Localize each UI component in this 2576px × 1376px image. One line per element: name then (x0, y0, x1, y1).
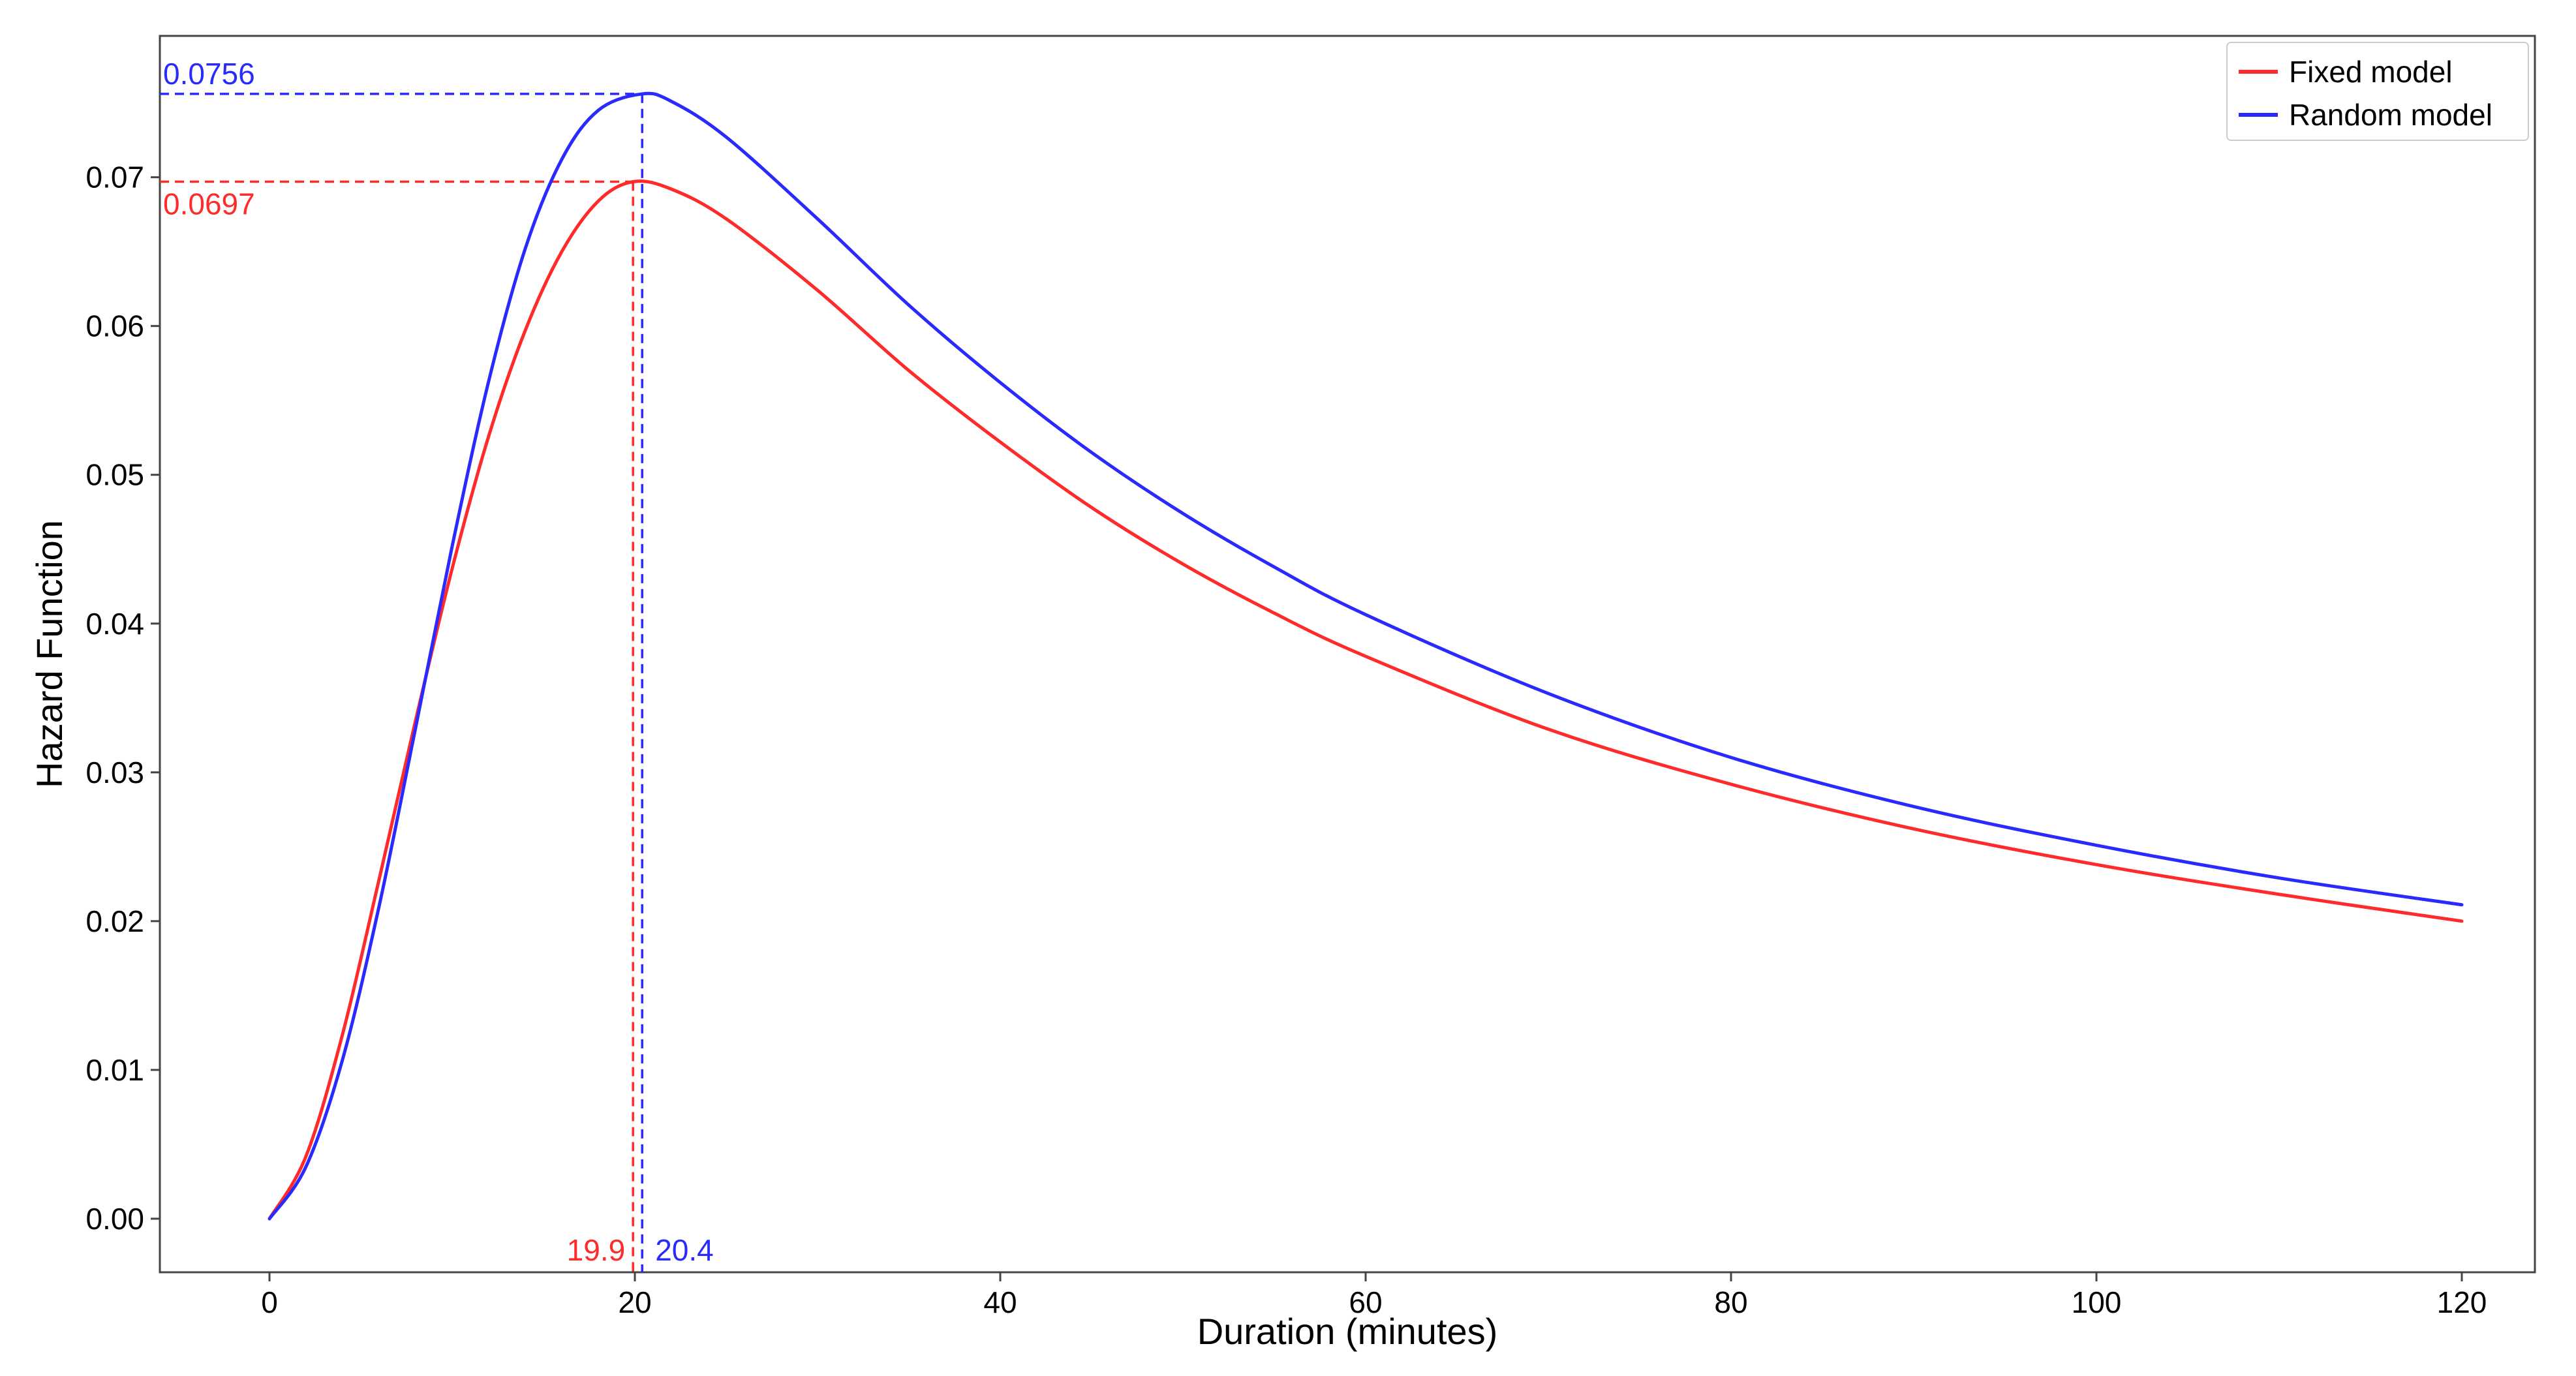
legend: Fixed model Random model (2226, 42, 2529, 141)
series-line-random-model (268, 91, 2464, 1221)
x-tick-label: 120 (2437, 1285, 2487, 1319)
y-tick-label: 0.04 (85, 607, 144, 641)
y-tick-label: 0.05 (85, 458, 144, 492)
peak-x-label: 20.4 (655, 1233, 714, 1267)
legend-label: Random model (2289, 98, 2492, 132)
peak-y-label: 0.0756 (163, 57, 255, 91)
y-tick-label: 0.03 (85, 756, 144, 789)
x-tick-label: 20 (618, 1285, 651, 1319)
legend-box (2226, 42, 2529, 141)
y-tick-label: 0.02 (85, 904, 144, 938)
x-tick-label: 100 (2072, 1285, 2122, 1319)
peak-x-label: 19.9 (567, 1233, 626, 1267)
legend-label: Fixed model (2289, 55, 2453, 89)
x-tick-label: 60 (1349, 1285, 1382, 1319)
y-tick-label: 0.00 (85, 1202, 144, 1236)
y-tick-label: 0.01 (85, 1053, 144, 1087)
x-tick-label: 80 (1714, 1285, 1747, 1319)
x-tick-label: 0 (261, 1285, 278, 1319)
x-tick-label: 40 (983, 1285, 1017, 1319)
peak-y-label: 0.0697 (163, 187, 255, 221)
plot-frame (159, 35, 2536, 1274)
y-tick-label: 0.06 (85, 309, 144, 343)
y-tick-label: 0.07 (85, 161, 144, 194)
y-axis-title: Hazard Function (29, 520, 70, 788)
x-axis-title: Duration (minutes) (1197, 1311, 1498, 1352)
